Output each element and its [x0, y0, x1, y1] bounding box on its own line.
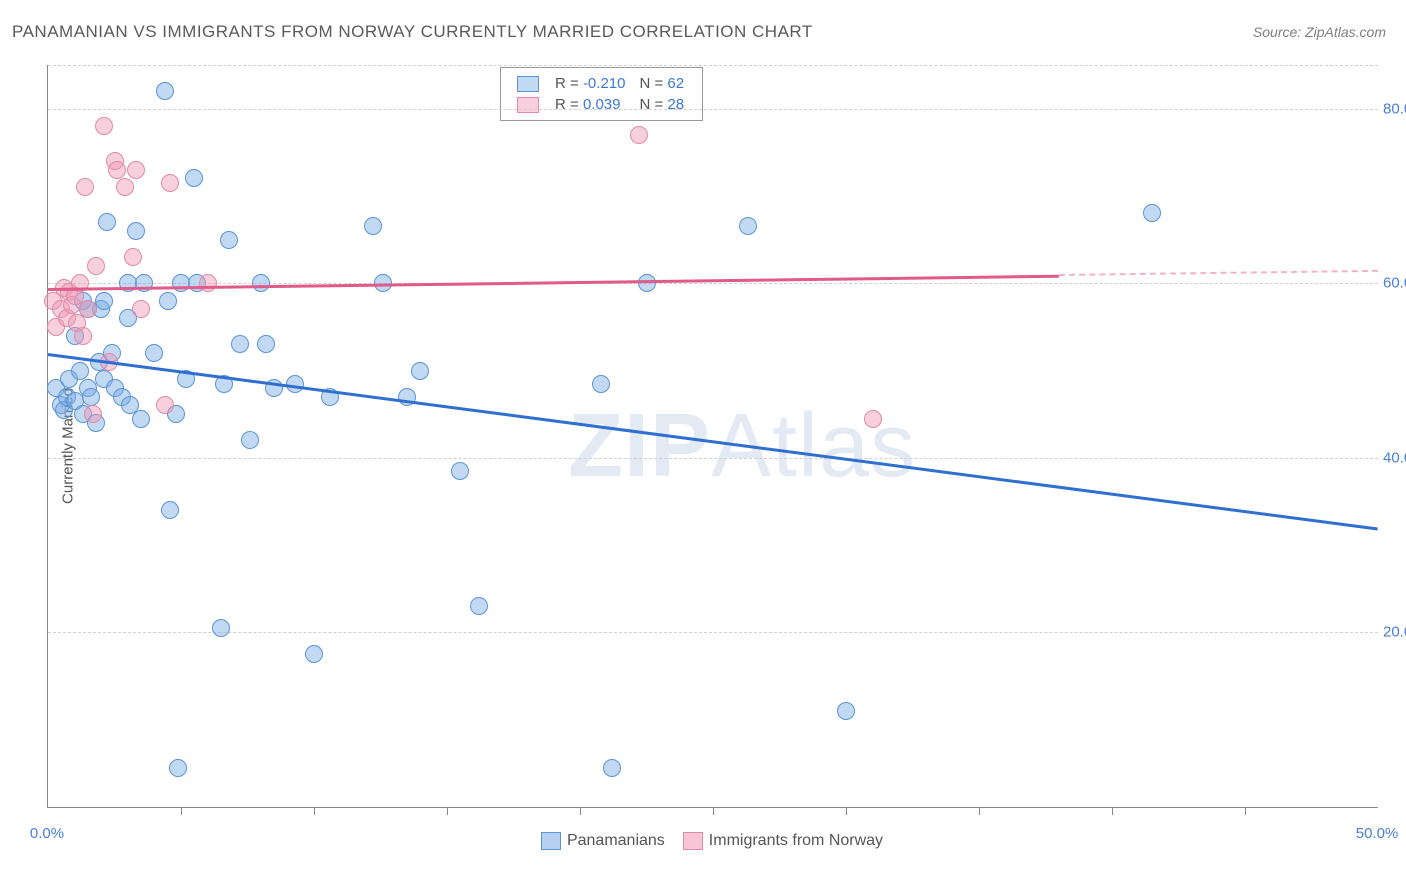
x-tick [447, 807, 448, 815]
chart-container: PANAMANIAN VS IMMIGRANTS FROM NORWAY CUR… [0, 0, 1406, 892]
source-label: Source: ZipAtlas.com [1253, 24, 1386, 40]
data-point [252, 274, 270, 292]
data-point [108, 161, 126, 179]
data-point [257, 335, 275, 353]
data-point [127, 222, 145, 240]
data-point [1143, 204, 1161, 222]
data-point [71, 362, 89, 380]
data-point [592, 375, 610, 393]
data-point [199, 274, 217, 292]
series-legend: Panamanians Immigrants from Norway [0, 832, 1406, 850]
data-point [84, 405, 102, 423]
data-point [132, 300, 150, 318]
legend-label: Panamanians [567, 832, 665, 849]
data-point [864, 410, 882, 428]
data-point [231, 335, 249, 353]
data-point [95, 117, 113, 135]
data-point [87, 257, 105, 275]
data-point [135, 274, 153, 292]
data-point [156, 82, 174, 100]
data-point [220, 231, 238, 249]
y-tick-label: 80.0% [1383, 100, 1406, 117]
legend-label: Immigrants from Norway [709, 832, 883, 849]
data-point [451, 462, 469, 480]
data-point [286, 375, 304, 393]
gridline [48, 109, 1378, 110]
data-point [185, 169, 203, 187]
chart-title: PANAMANIAN VS IMMIGRANTS FROM NORWAY CUR… [12, 22, 813, 42]
data-point [739, 217, 757, 235]
data-point [82, 388, 100, 406]
x-tick [1112, 807, 1113, 815]
gridline [48, 632, 1378, 633]
x-tick [846, 807, 847, 815]
data-point [74, 327, 92, 345]
data-point [124, 248, 142, 266]
x-tick [1245, 807, 1246, 815]
data-point [127, 161, 145, 179]
data-point [638, 274, 656, 292]
data-point [79, 300, 97, 318]
x-tick [713, 807, 714, 815]
x-tick-label: 50.0% [1356, 825, 1399, 842]
x-tick-label: 0.0% [30, 825, 64, 842]
data-point [161, 501, 179, 519]
y-tick-label: 60.0% [1383, 275, 1406, 292]
stats-row: R = 0.039N = 28 [511, 95, 690, 114]
data-point [212, 619, 230, 637]
data-point [95, 292, 113, 310]
data-point [837, 702, 855, 720]
x-tick [979, 807, 980, 815]
x-tick [181, 807, 182, 815]
data-point [630, 126, 648, 144]
data-point [116, 178, 134, 196]
data-point [98, 213, 116, 231]
data-point [161, 174, 179, 192]
data-point [241, 431, 259, 449]
data-point [411, 362, 429, 380]
x-tick [314, 807, 315, 815]
stats-row: R = -0.210N = 62 [511, 74, 690, 93]
gridline [48, 65, 1378, 66]
x-tick [580, 807, 581, 815]
data-point [603, 759, 621, 777]
data-point [159, 292, 177, 310]
data-point [470, 597, 488, 615]
y-tick-label: 40.0% [1383, 449, 1406, 466]
data-point [169, 759, 187, 777]
data-point [156, 396, 174, 414]
data-point [145, 344, 163, 362]
gridline [48, 283, 1378, 284]
data-point [305, 645, 323, 663]
data-point [132, 410, 150, 428]
y-tick-label: 20.0% [1383, 624, 1406, 641]
data-point [76, 178, 94, 196]
legend-swatch [683, 832, 703, 850]
stats-legend: R = -0.210N = 62 R = 0.039N = 28 [500, 67, 703, 121]
gridline [48, 458, 1378, 459]
trend-line [1059, 270, 1378, 276]
plot-area: ZIPAtlas R = -0.210N = 62R = 0.039N = 28… [47, 65, 1378, 808]
legend-swatch [541, 832, 561, 850]
data-point [364, 217, 382, 235]
